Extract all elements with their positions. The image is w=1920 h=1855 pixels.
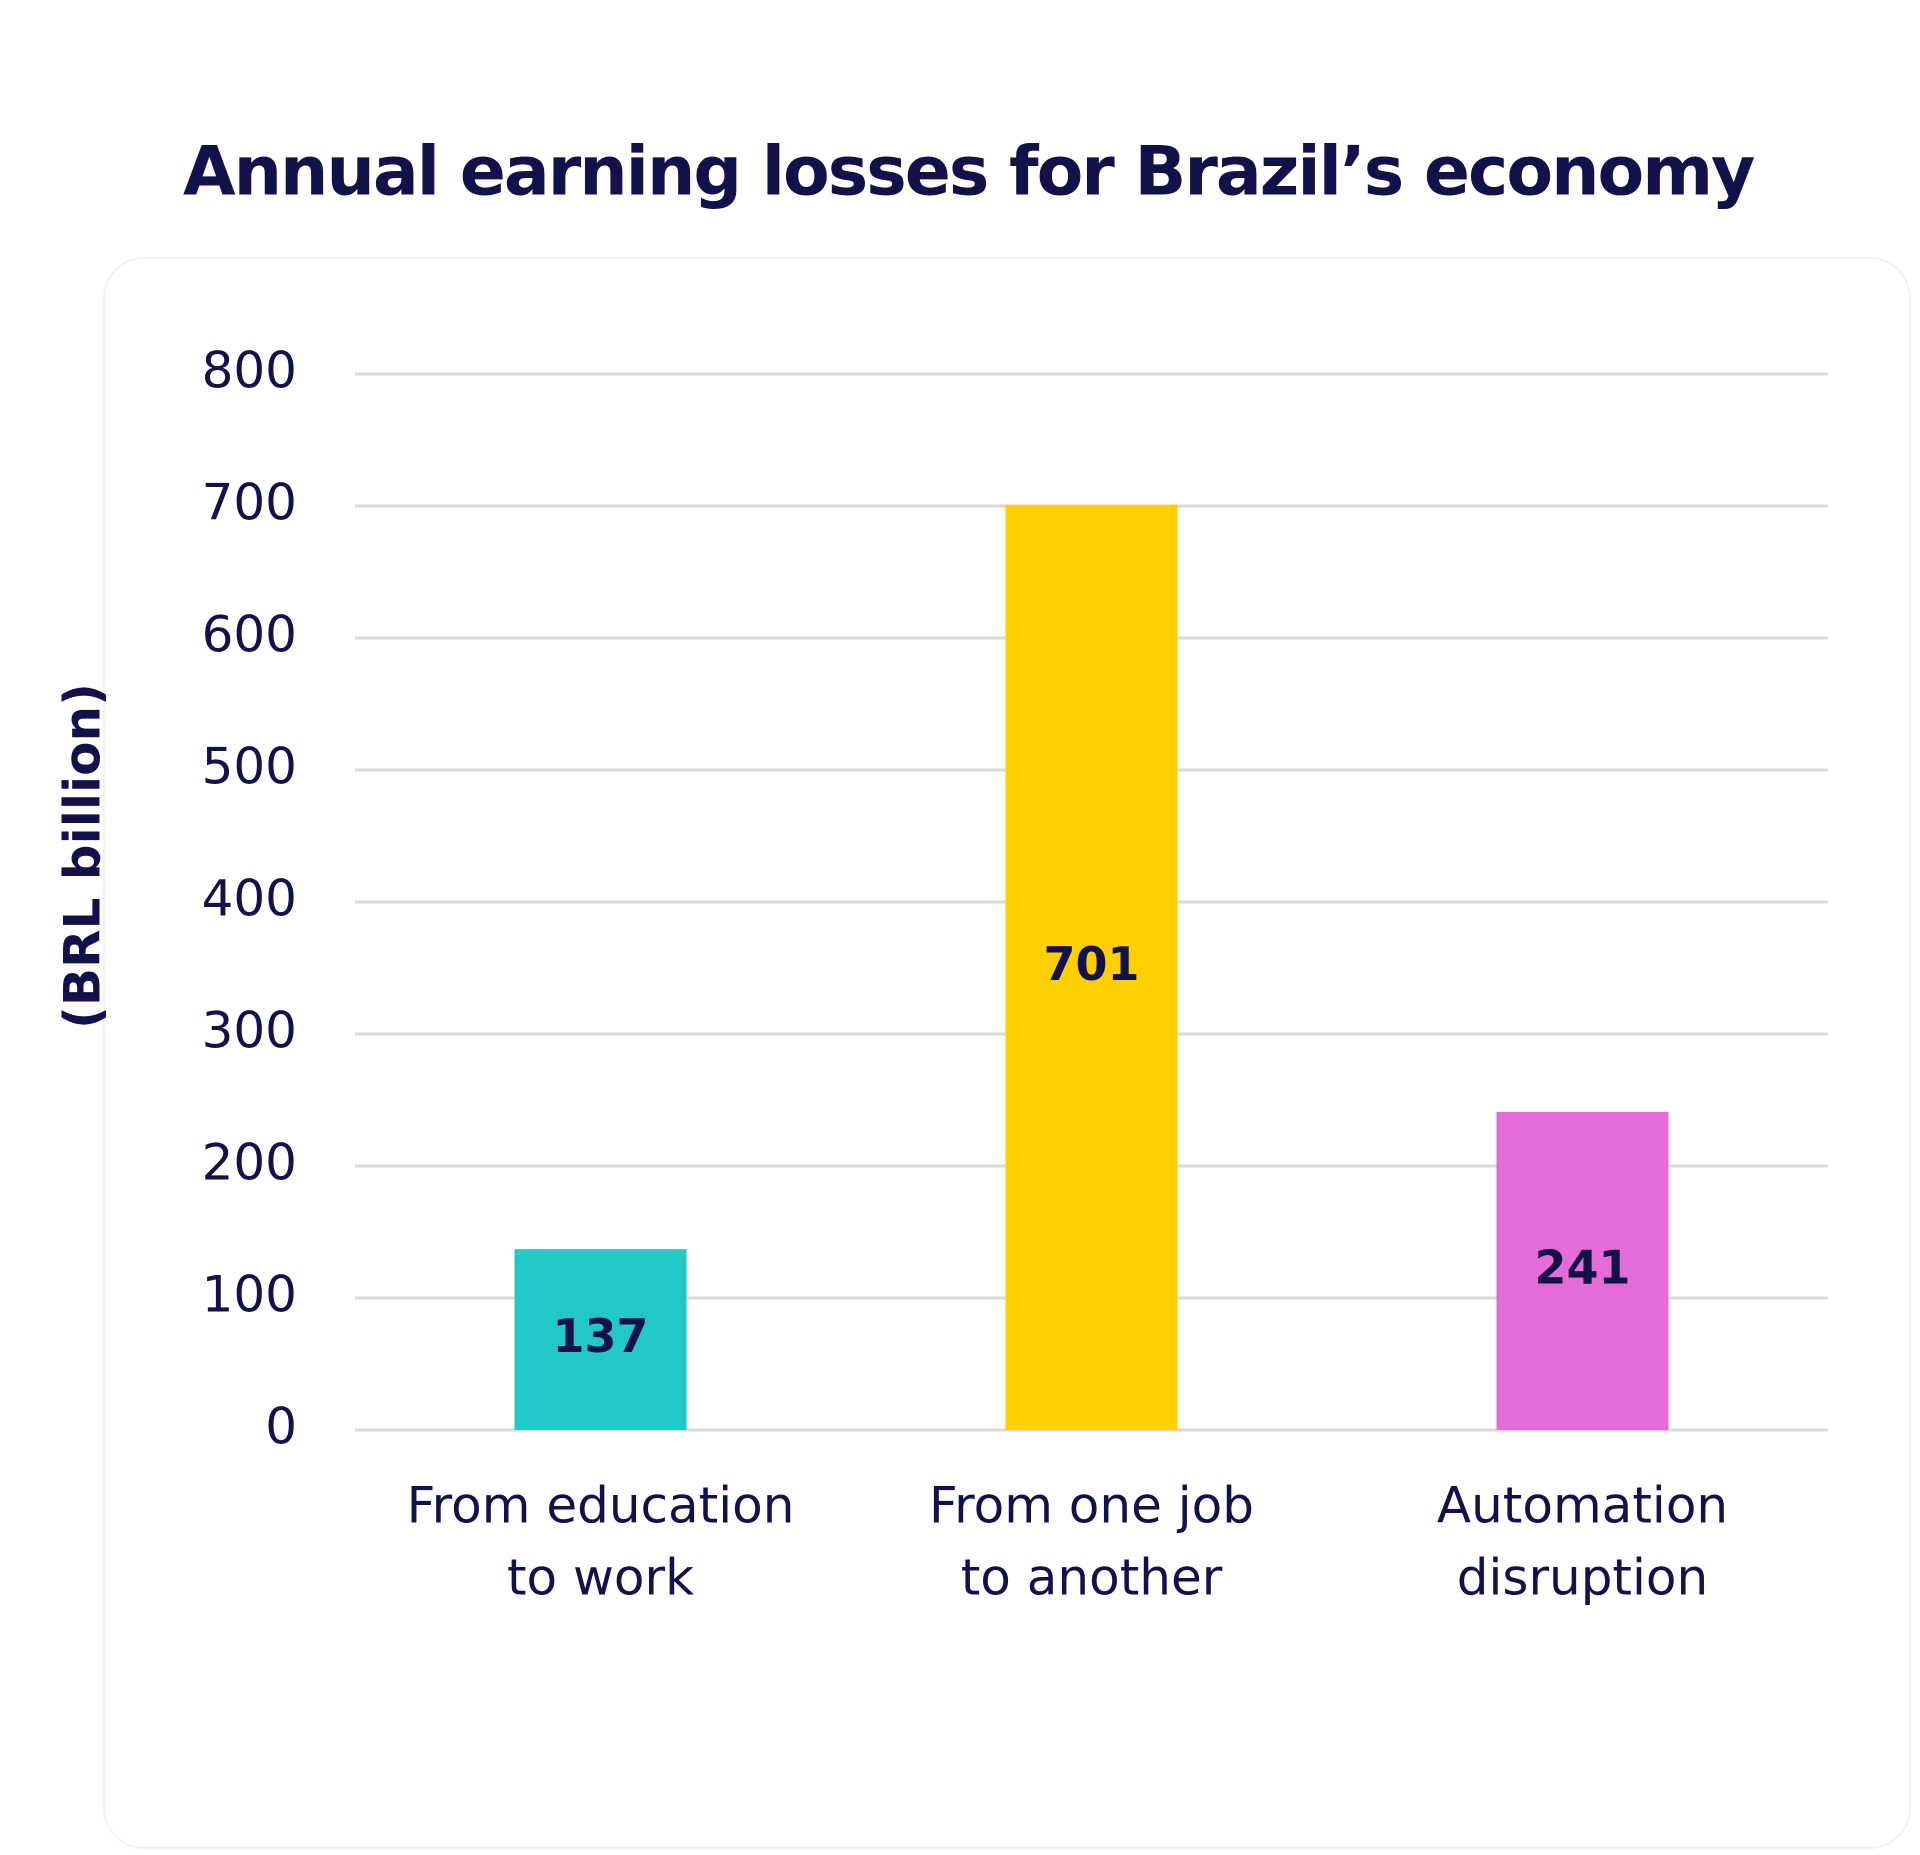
data-label: 137	[552, 1309, 648, 1363]
chart-title: Annual earning losses for Brazil’s econo…	[183, 133, 1755, 212]
y-tick-label: 600	[202, 606, 297, 664]
x-tick-label: From one job	[929, 1477, 1254, 1535]
x-tick-label: to work	[507, 1549, 694, 1607]
y-axis-label: (BRL billion)	[54, 683, 112, 1029]
x-tick-label: From education	[407, 1477, 795, 1535]
bar	[1005, 504, 1178, 1430]
y-tick-label: 400	[202, 870, 297, 928]
y-tick-label: 700	[202, 474, 297, 532]
y-tick-label: 200	[202, 1134, 297, 1192]
bar	[514, 1249, 687, 1430]
y-tick-label: 100	[202, 1266, 297, 1324]
data-label: 241	[1534, 1240, 1630, 1294]
x-tick-label: to another	[961, 1549, 1223, 1607]
bar	[1496, 1111, 1669, 1430]
y-tick-label: 0	[265, 1398, 297, 1456]
y-tick-label: 300	[202, 1002, 297, 1060]
x-tick-label: Automation	[1437, 1477, 1728, 1535]
y-tick-label: 500	[202, 738, 297, 796]
data-label: 701	[1043, 937, 1139, 991]
x-tick-label: disruption	[1457, 1549, 1708, 1607]
y-tick-label: 800	[202, 342, 297, 400]
